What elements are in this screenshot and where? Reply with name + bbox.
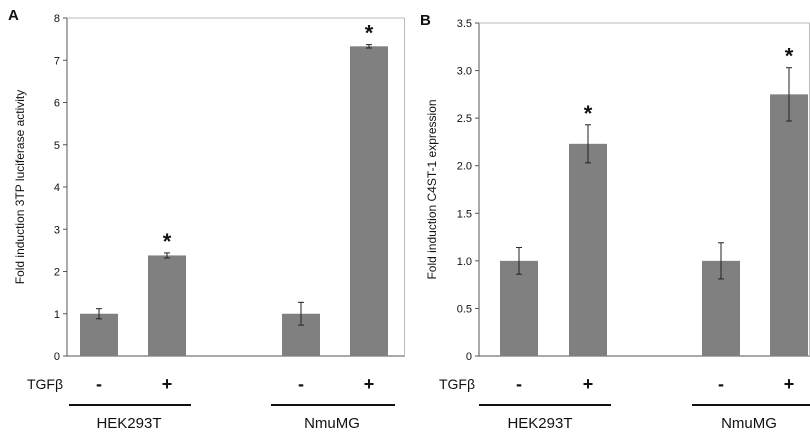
- y-tick-label: 3.0: [457, 66, 472, 78]
- y-axis-label: Fold induction 3TP luciferase activity: [13, 90, 27, 285]
- bar: [80, 313, 118, 356]
- y-tick-label: 3.5: [457, 18, 472, 30]
- y-tick-label: 2: [54, 267, 60, 279]
- group-label: NmuMG: [721, 415, 777, 432]
- treatment-sign: -: [516, 374, 522, 394]
- y-tick-label: 7: [54, 55, 60, 67]
- group-label: NmuMG: [304, 415, 360, 432]
- y-tick-label: 1.0: [457, 256, 472, 268]
- y-axis-label: Fold induction C4ST-1 expression: [425, 99, 439, 279]
- y-tick-label: 1: [54, 309, 60, 321]
- bar: [770, 94, 808, 356]
- y-tick-label: 8: [54, 13, 60, 25]
- y-tick-label: 3: [54, 224, 60, 236]
- y-tick-label: 5: [54, 140, 60, 152]
- group-label: HEK293T: [507, 415, 572, 432]
- panel-letter-A: A: [8, 7, 19, 24]
- treatment-label: TGFβ: [439, 376, 475, 392]
- treatment-sign: +: [583, 374, 594, 394]
- treatment-sign: +: [784, 374, 795, 394]
- treatment-label: TGFβ: [27, 376, 63, 392]
- panel-letter-B: B: [420, 12, 431, 29]
- significance-star: *: [163, 229, 172, 254]
- significance-star: *: [365, 21, 374, 46]
- group-label: HEK293T: [96, 415, 161, 432]
- y-tick-label: 0.5: [457, 303, 472, 315]
- y-tick-label: 0: [466, 351, 472, 363]
- significance-star: *: [785, 44, 794, 69]
- y-tick-label: 4: [54, 182, 60, 194]
- treatment-sign: +: [364, 374, 375, 394]
- significance-star: *: [584, 101, 593, 126]
- y-tick-label: 6: [54, 98, 60, 110]
- treatment-sign: -: [96, 374, 102, 394]
- y-tick-label: 2.5: [457, 113, 472, 125]
- treatment-sign: -: [298, 374, 304, 394]
- bar: [569, 143, 607, 356]
- bar: [148, 255, 186, 356]
- bar: [350, 46, 388, 357]
- treatment-sign: +: [162, 374, 173, 394]
- y-tick-label: 2.0: [457, 161, 472, 173]
- bar: [500, 260, 538, 356]
- treatment-sign: -: [718, 374, 724, 394]
- y-tick-label: 0: [54, 351, 60, 363]
- y-tick-label: 1.5: [457, 208, 472, 220]
